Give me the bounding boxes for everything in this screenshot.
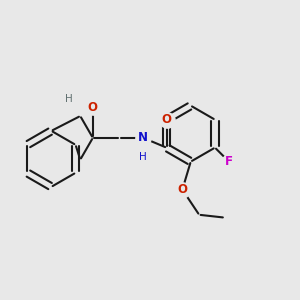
Text: O: O xyxy=(161,113,172,126)
Text: O: O xyxy=(177,183,188,196)
Text: H: H xyxy=(139,152,147,162)
Text: N: N xyxy=(138,131,148,144)
Text: O: O xyxy=(88,100,98,114)
Text: H: H xyxy=(65,94,73,104)
Text: F: F xyxy=(225,155,233,168)
